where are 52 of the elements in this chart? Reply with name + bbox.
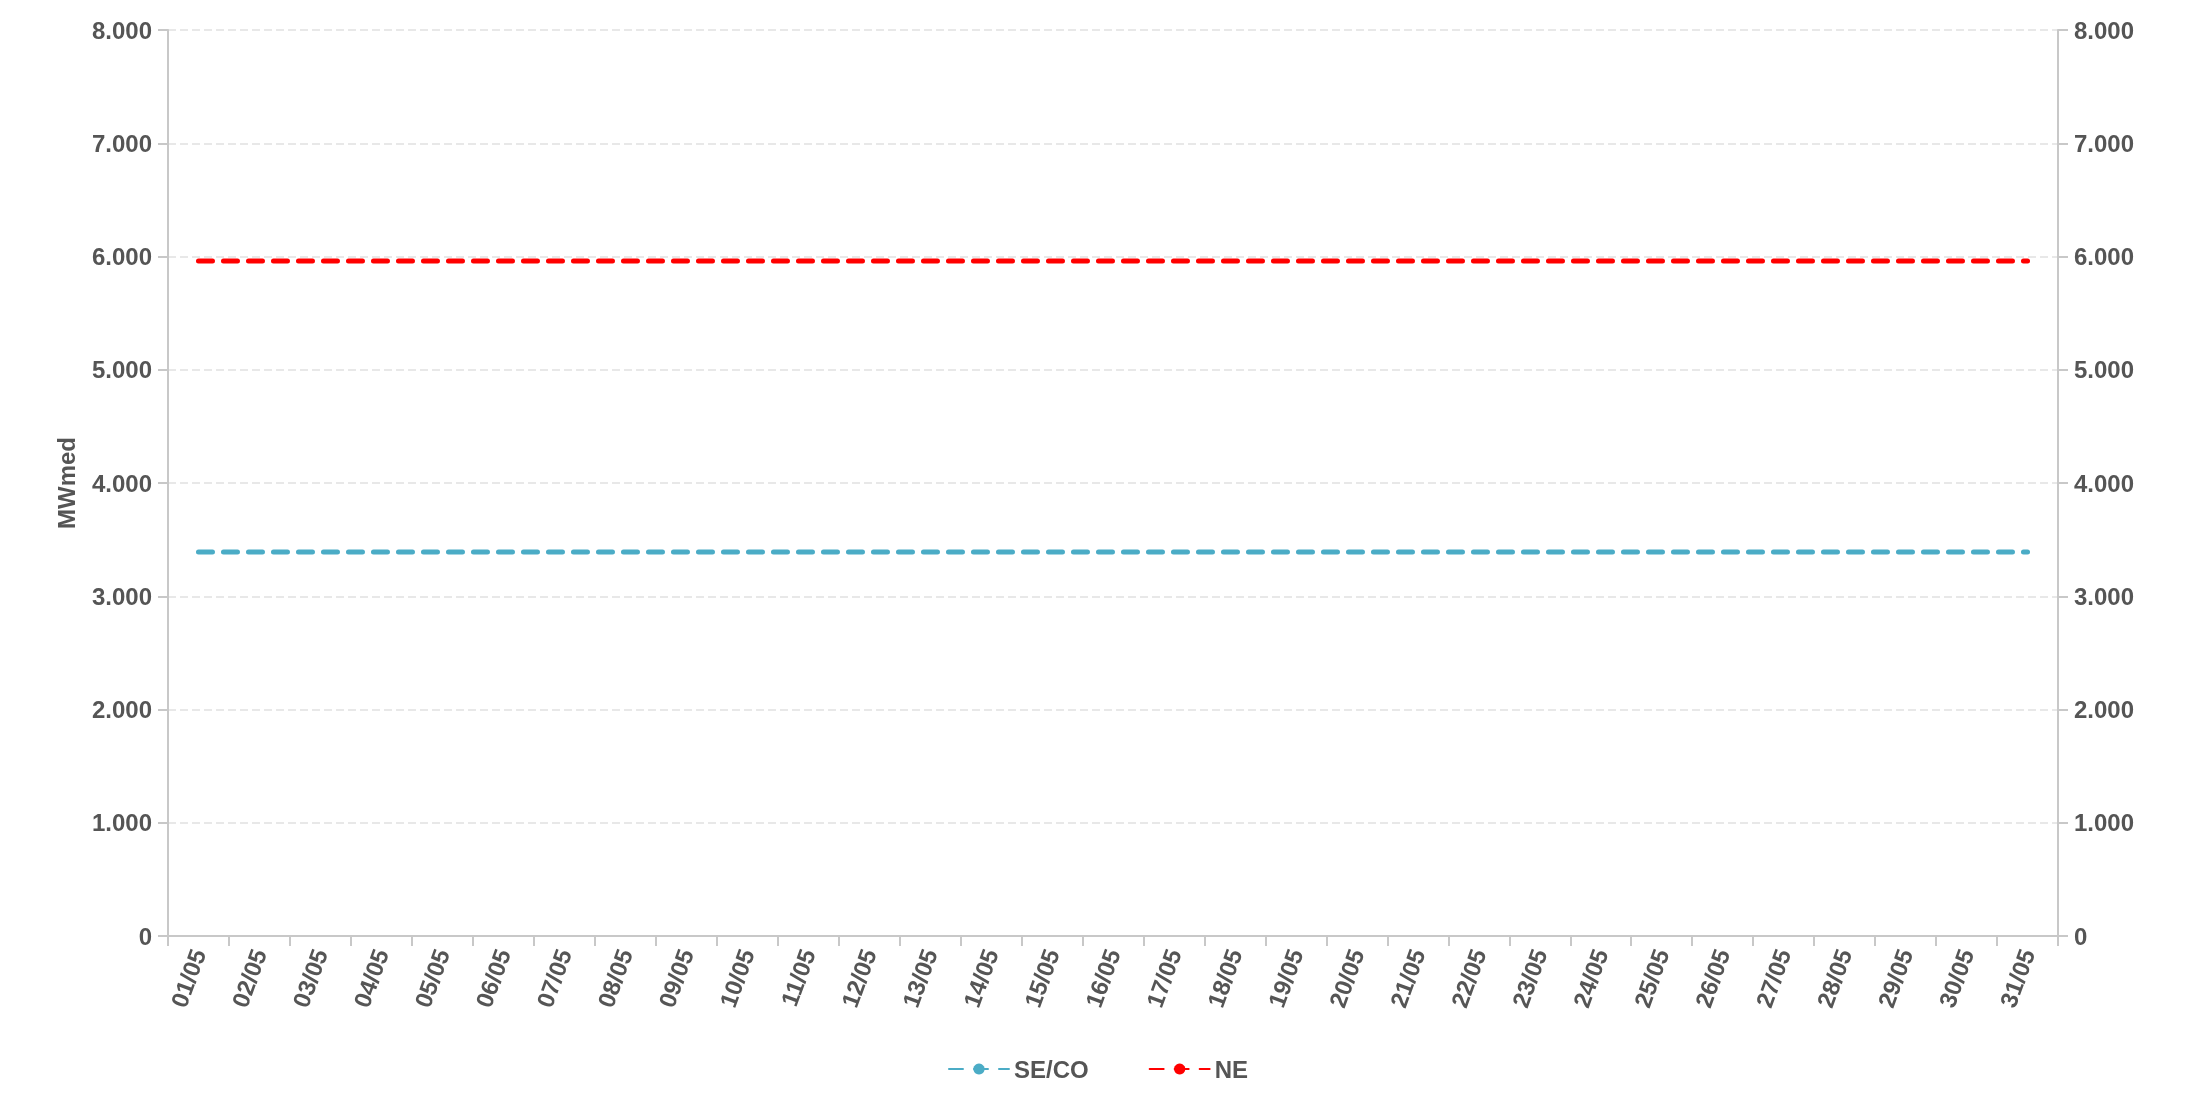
y-tick-label: 8.000	[91, 16, 152, 44]
x-tick-label: 22/05	[1445, 945, 1492, 1012]
legend-label: SE/CO	[1013, 1055, 1089, 1083]
x-tick-label: 15/05	[1018, 945, 1065, 1012]
y-tick-label: 4.000	[91, 469, 152, 497]
y2-tick-label: 0	[2074, 922, 2088, 950]
x-tick-label: 17/05	[1140, 945, 1187, 1012]
x-tick-label: 06/05	[470, 945, 517, 1012]
y2-tick-label: 4.000	[2074, 469, 2135, 497]
x-tick-label: 18/05	[1201, 945, 1248, 1012]
y-tick-label: 6.000	[91, 243, 152, 270]
y2-tick-label: 5.000	[2074, 356, 2135, 384]
x-tick-label: 29/05	[1872, 945, 1919, 1012]
x-tick-label: 11/05	[775, 945, 821, 1010]
x-tick-label: 09/05	[653, 945, 699, 1012]
y-tick-label: 1.000	[91, 809, 152, 837]
y2-tick-label: 1.000	[2074, 809, 2135, 837]
x-tick-label: 10/05	[713, 945, 760, 1012]
x-tick-label: 31/05	[1994, 945, 2041, 1012]
y-tick-label: 0	[138, 922, 152, 950]
x-tick-label: 12/05	[835, 945, 882, 1012]
x-tick-label: 05/05	[409, 945, 456, 1012]
x-tick-label: 28/05	[1811, 945, 1858, 1012]
x-tick-label: 21/05	[1384, 945, 1431, 1012]
y-tick-label: 5.000	[91, 356, 152, 384]
y-axis-title: MWmed	[52, 437, 80, 529]
y2-tick-label: 3.000	[2074, 582, 2135, 610]
x-tick-label: 25/05	[1628, 945, 1675, 1012]
x-tick-label: 02/05	[226, 945, 273, 1012]
y2-tick-label: 7.000	[2074, 129, 2135, 157]
x-tick-label: 07/05	[531, 945, 577, 1012]
y2-tick-label: 8.000	[2074, 16, 2135, 44]
y-tick-label: 3.000	[91, 582, 152, 610]
x-tick-label: 30/05	[1933, 945, 1980, 1012]
y2-tick-label: 2.000	[2074, 696, 2135, 723]
y-tick-label: 2.000	[91, 696, 152, 723]
x-tick-label: 27/05	[1750, 945, 1797, 1012]
x-tick-label: 16/05	[1079, 945, 1126, 1012]
x-tick-label: 26/05	[1689, 945, 1736, 1012]
x-tick-label: 19/05	[1262, 945, 1309, 1012]
legend-label: NE	[1214, 1055, 1249, 1083]
x-tick-label: 20/05	[1323, 945, 1370, 1012]
x-tick-label: 13/05	[896, 945, 943, 1012]
y2-tick-label: 6.000	[2074, 243, 2135, 270]
x-tick-label: 01/05	[165, 945, 212, 1012]
x-tick-label: 23/05	[1506, 945, 1553, 1012]
x-tick-label: 14/05	[957, 945, 1004, 1012]
x-tick-label: 03/05	[287, 945, 334, 1012]
x-tick-label: 08/05	[592, 945, 638, 1012]
y-tick-label: 7.000	[91, 129, 152, 157]
x-tick-label: 04/05	[348, 945, 395, 1012]
x-tick-label: 24/05	[1567, 945, 1614, 1012]
